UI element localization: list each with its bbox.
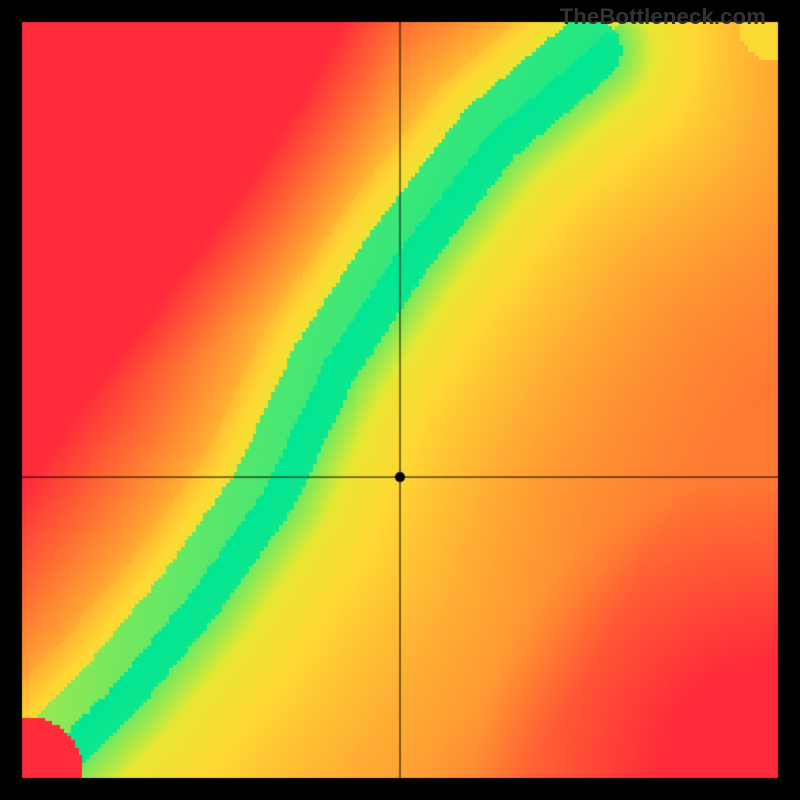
bottleneck-heatmap — [0, 0, 800, 800]
watermark-text: TheBottleneck.com — [560, 4, 766, 30]
